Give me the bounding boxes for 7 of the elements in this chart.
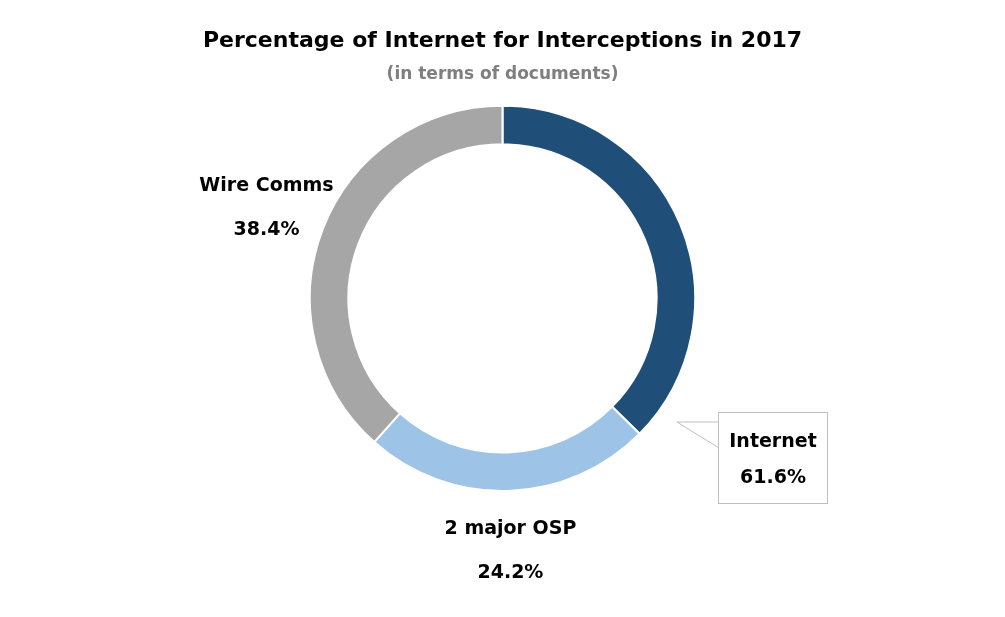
data-label: 38.4%	[233, 217, 300, 240]
chart-title: Percentage of Internet for Interceptions in 2017	[202, 26, 803, 52]
slice-label: Wire Comms	[199, 173, 334, 196]
text: Internet 61.6%	[729, 427, 817, 489]
chart-subtitle: (in terms of documents)	[386, 63, 619, 84]
data-label: 24.2%	[477, 559, 544, 582]
slice-label: 2 major OSP	[444, 515, 577, 538]
